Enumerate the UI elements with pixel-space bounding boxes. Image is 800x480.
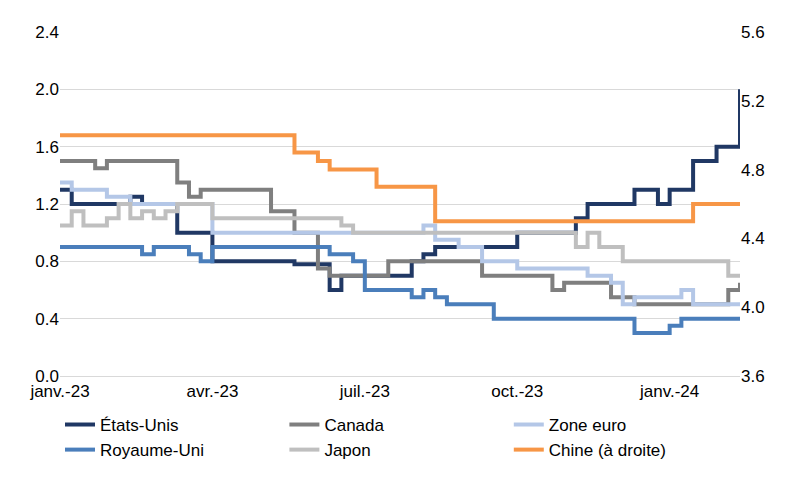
svg-text:janv.-24: janv.-24: [639, 382, 699, 401]
svg-text:2.0: 2.0: [35, 80, 59, 99]
svg-text:États-Unis: États-Unis: [100, 416, 178, 435]
svg-text:5.2: 5.2: [741, 92, 765, 111]
svg-text:4.4: 4.4: [741, 229, 765, 248]
svg-text:Japon: Japon: [324, 441, 370, 460]
svg-text:2.4: 2.4: [35, 23, 59, 42]
svg-text:1.6: 1.6: [35, 138, 59, 157]
svg-text:Chine (à droite): Chine (à droite): [549, 441, 666, 460]
svg-text:4.0: 4.0: [741, 298, 765, 317]
svg-text:Royaume-Uni: Royaume-Uni: [100, 441, 204, 460]
svg-text:0.0: 0.0: [35, 367, 59, 386]
svg-text:0.8: 0.8: [35, 252, 59, 271]
svg-text:Zone euro: Zone euro: [549, 416, 627, 435]
svg-text:janv.-23: janv.-23: [29, 382, 89, 401]
svg-text:0.4: 0.4: [35, 310, 59, 329]
svg-text:avr.-23: avr.-23: [186, 382, 238, 401]
svg-text:5.6: 5.6: [741, 23, 765, 42]
svg-text:1.2: 1.2: [35, 195, 59, 214]
svg-text:Canada: Canada: [324, 416, 384, 435]
svg-text:3.6: 3.6: [741, 367, 765, 386]
svg-text:oct.-23: oct.-23: [491, 382, 543, 401]
svg-text:4.8: 4.8: [741, 161, 765, 180]
svg-text:juil.-23: juil.-23: [339, 382, 390, 401]
